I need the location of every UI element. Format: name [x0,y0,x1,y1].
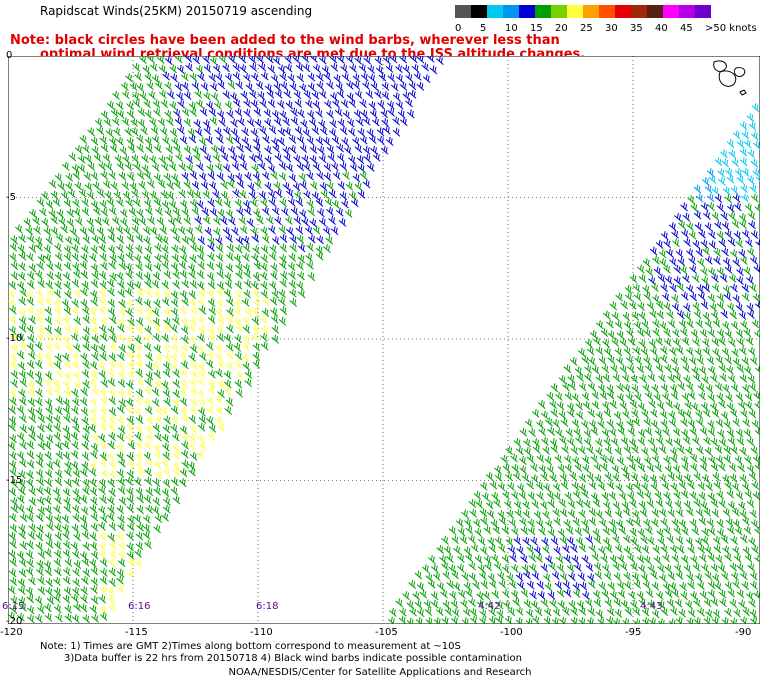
legend-label: 15 [530,23,543,34]
pass-time-label: 4:43 [640,601,663,612]
wind-barb-map [8,56,760,624]
map-title: Rapidscat Winds(25KM) 20150719 ascending [40,4,313,18]
latitude-label: -15 [6,474,23,486]
latitude-label: -5 [6,191,16,203]
footer-notes: Note: 1) Times are GMT 2)Times along bot… [40,641,522,665]
longitude-label: -105 [375,627,398,638]
legend-label: >50 knots [705,23,757,34]
legend-swatch [631,5,647,18]
legend-swatch [679,5,695,18]
legend-swatch [551,5,567,18]
latitude-label: -10 [6,333,23,344]
latitude-label: 0 [6,50,13,61]
legend-swatch [503,5,519,18]
legend-swatch [471,5,487,18]
legend-label: 10 [505,23,518,34]
longitude-label: -95 [625,627,642,638]
legend-label: 35 [630,23,643,34]
pass-time-label: 6:18 [256,601,279,612]
island-shape [713,60,727,73]
pass-time-label: 6:15 [2,601,25,612]
legend-swatch [535,5,551,18]
credit-line: NOAA/NESDIS/Center for Satellite Applica… [228,667,532,678]
lat-lon-grid [8,56,760,624]
footer-line-1: Note: 1) Times are GMT 2)Times along bot… [40,641,461,652]
longitude-label: -115 [125,627,148,638]
legend-swatch [455,5,471,18]
legend-swatch [583,5,599,18]
wind-barbs [8,56,760,624]
longitude-label: -110 [250,627,273,638]
pass-time-label: 4:42 [478,601,501,612]
island-shape [739,89,747,96]
legend-swatch [519,5,535,18]
legend-swatch [663,5,679,18]
longitude-label: -90 [735,627,752,638]
legend-label: 30 [605,23,618,34]
note-line-1: Note: black circles have been added to t… [10,33,560,48]
latitude-label: -20 [6,616,23,627]
legend-label: 0 [455,23,462,34]
island-shape [718,70,737,87]
legend-swatch [647,5,663,18]
galapagos-islands [713,60,747,96]
pass-time-label: 6:16 [128,601,151,612]
island-shape [733,67,746,77]
legend-swatch [695,5,711,18]
legend-swatch [487,5,503,18]
longitude-label: -100 [500,627,523,638]
legend-label: 5 [480,23,487,34]
legend-label: 20 [555,23,568,34]
legend-swatch [567,5,583,18]
legend-label: 40 [655,23,668,34]
legend-swatch [599,5,615,18]
footer-line-2: 3)Data buffer is 22 hrs from 20150718 4)… [64,653,522,664]
legend-label: 25 [580,23,593,34]
legend-label: 45 [680,23,693,34]
legend-swatch [615,5,631,18]
longitude-label: -120 [0,627,23,638]
